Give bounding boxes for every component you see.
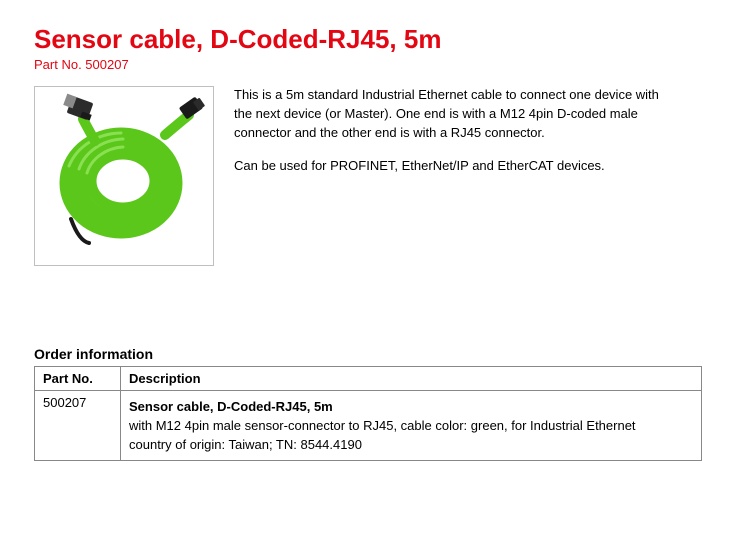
cell-partno: 500207 <box>35 391 121 461</box>
row-title: Sensor cable, D-Coded-RJ45, 5m <box>129 399 693 414</box>
description-para-1: This is a 5m standard Industrial Etherne… <box>234 86 674 143</box>
col-header-description: Description <box>121 367 702 391</box>
part-number: Part No. 500207 <box>34 57 702 72</box>
cell-description: Sensor cable, D-Coded-RJ45, 5m with M12 … <box>121 391 702 461</box>
row-detail-1: with M12 4pin male sensor-connector to R… <box>129 418 693 433</box>
product-title: Sensor cable, D-Coded-RJ45, 5m <box>34 24 702 55</box>
table-row: 500207 Sensor cable, D-Coded-RJ45, 5m wi… <box>35 391 702 461</box>
row-detail-2: country of origin: Taiwan; TN: 8544.4190 <box>129 437 693 452</box>
table-header-row: Part No. Description <box>35 367 702 391</box>
product-description: This is a 5m standard Industrial Etherne… <box>234 86 674 189</box>
cable-illustration <box>39 91 209 261</box>
description-para-2: Can be used for PROFINET, EtherNet/IP an… <box>234 157 674 176</box>
order-table: Part No. Description 500207 Sensor cable… <box>34 366 702 461</box>
order-info-heading: Order information <box>34 346 702 362</box>
col-header-partno: Part No. <box>35 367 121 391</box>
product-image <box>34 86 214 266</box>
